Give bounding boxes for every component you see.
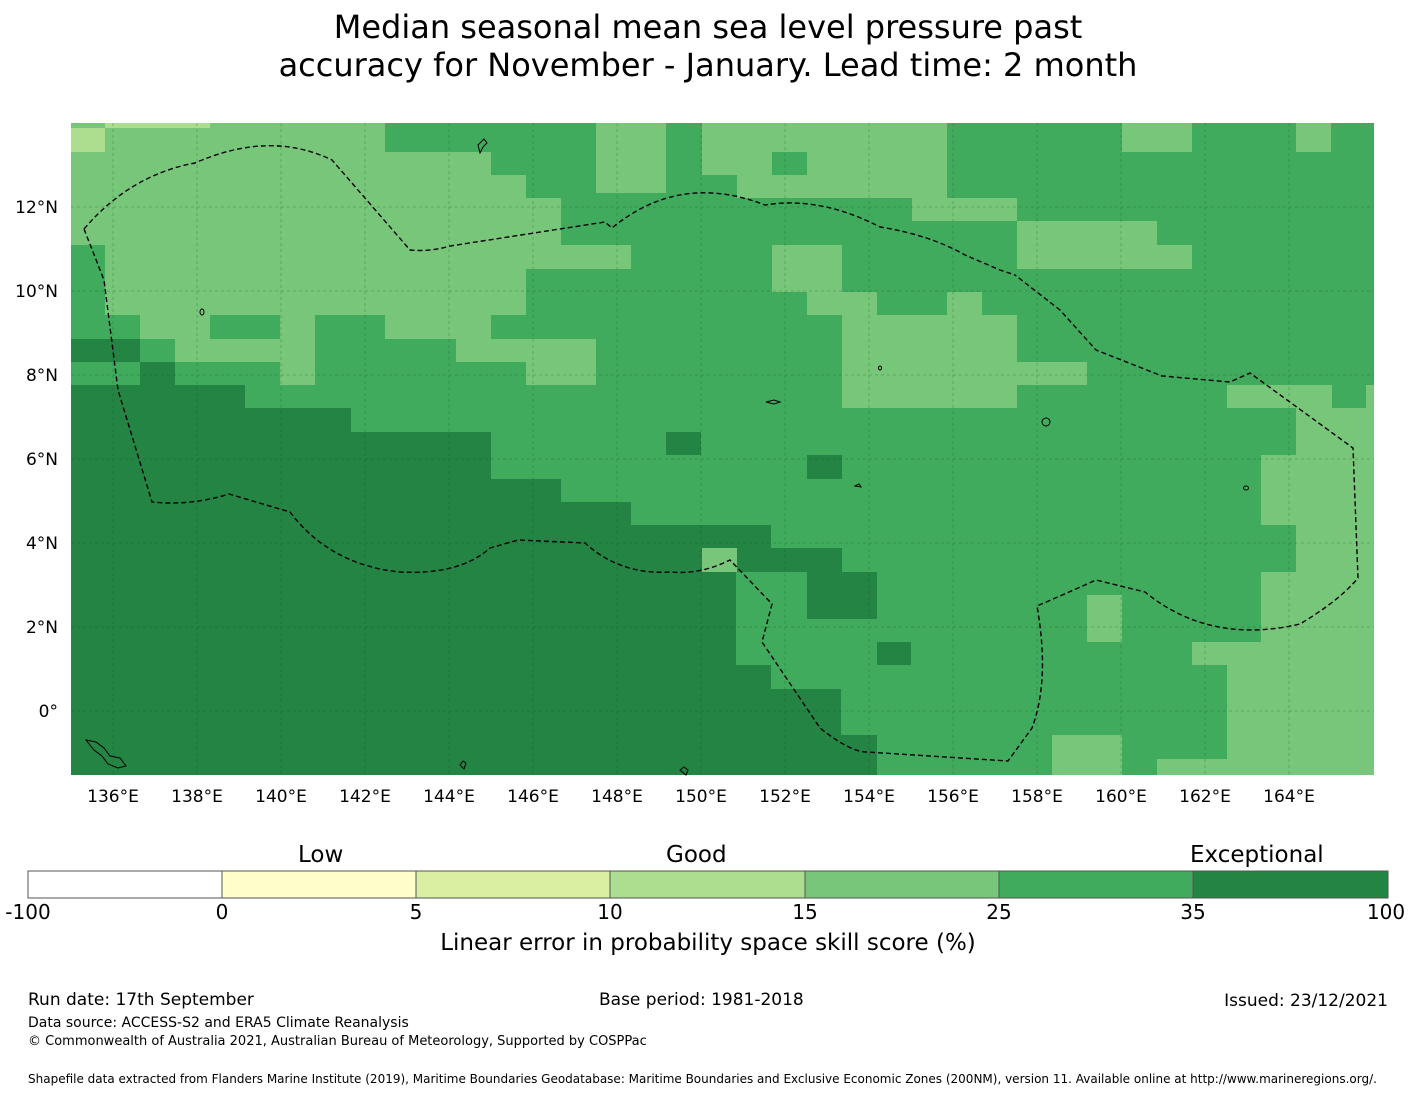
data-source: Data source: ACCESS-S2 and ERA5 Climate … [28, 1015, 409, 1031]
lon-tick-label: 150°E [675, 787, 727, 807]
lon-tick-label: 164°E [1263, 787, 1315, 807]
lon-tick-label: 138°E [171, 787, 223, 807]
colorbar-segment [998, 870, 1194, 899]
lon-tick-label: 160°E [1095, 787, 1147, 807]
colorbar-tick: 15 [792, 900, 818, 924]
lon-tick-label: 158°E [1011, 787, 1063, 807]
title-line-1: Median seasonal mean sea level pressure … [333, 8, 1083, 46]
colorbar-segment [221, 870, 417, 899]
lat-tick-label: 12°N [15, 198, 58, 218]
lon-tick-label: 154°E [843, 787, 895, 807]
lon-tick-label: 156°E [927, 787, 979, 807]
lat-tick-label: 4°N [26, 534, 58, 554]
base-period: Base period: 1981-2018 [599, 990, 804, 1010]
colorbar-segment [804, 870, 1000, 899]
islands [84, 138, 1249, 776]
colorbar-category-low: Low [298, 842, 344, 868]
colorbar-category-good: Good [666, 842, 727, 868]
gridlines [71, 123, 1374, 775]
colorbar-tick: 0 [215, 900, 229, 924]
lon-tick-label: 144°E [423, 787, 475, 807]
lat-tick-label: 2°N [26, 618, 58, 638]
lat-tick-label: 8°N [26, 366, 58, 386]
shapefile-credit: Shapefile data extracted from Flanders M… [28, 1072, 1377, 1086]
skill-cells-35-100 [71, 339, 911, 775]
run-date: Run date: 17th September [28, 990, 254, 1010]
lon-tick-label: 142°E [339, 787, 391, 807]
lat-tick-label: 6°N [26, 450, 58, 470]
colorbar-segment [1192, 870, 1389, 899]
colorbar-tick: 100 [1366, 900, 1406, 924]
lon-tick-label: 136°E [87, 787, 139, 807]
colorbar-segment [27, 870, 223, 899]
skill-cells-10-15 [71, 123, 210, 152]
lon-tick-label: 152°E [759, 787, 811, 807]
lon-tick-label: 140°E [255, 787, 307, 807]
lat-tick-label: 10°N [15, 282, 58, 302]
colorbar-segment [609, 870, 806, 899]
colorbar-category-exceptional: Exceptional [1190, 842, 1324, 868]
eez-boundary-fsm [83, 145, 1359, 762]
colorbar-title: Linear error in probability space skill … [440, 930, 976, 956]
title-line-2: accuracy for November - January. Lead ti… [278, 46, 1138, 84]
copyright: © Commonwealth of Australia 2021, Austra… [28, 1034, 647, 1049]
colorbar [27, 870, 1389, 899]
lon-tick-label: 146°E [507, 787, 559, 807]
colorbar-tick: 35 [1180, 900, 1206, 924]
colorbar-tick: 5 [409, 900, 423, 924]
colorbar-tick: -100 [5, 900, 51, 924]
lon-tick-label: 162°E [1179, 787, 1231, 807]
colorbar-tick: 10 [597, 900, 623, 924]
colorbar-segment [415, 870, 611, 899]
issued-date: Issued: 23/12/2021 [1224, 991, 1388, 1011]
colorbar-tick: 25 [986, 900, 1012, 924]
lat-tick-label: 0° [39, 702, 58, 722]
lon-tick-label: 148°E [591, 787, 643, 807]
skill-cells-15-25 [71, 123, 1374, 775]
